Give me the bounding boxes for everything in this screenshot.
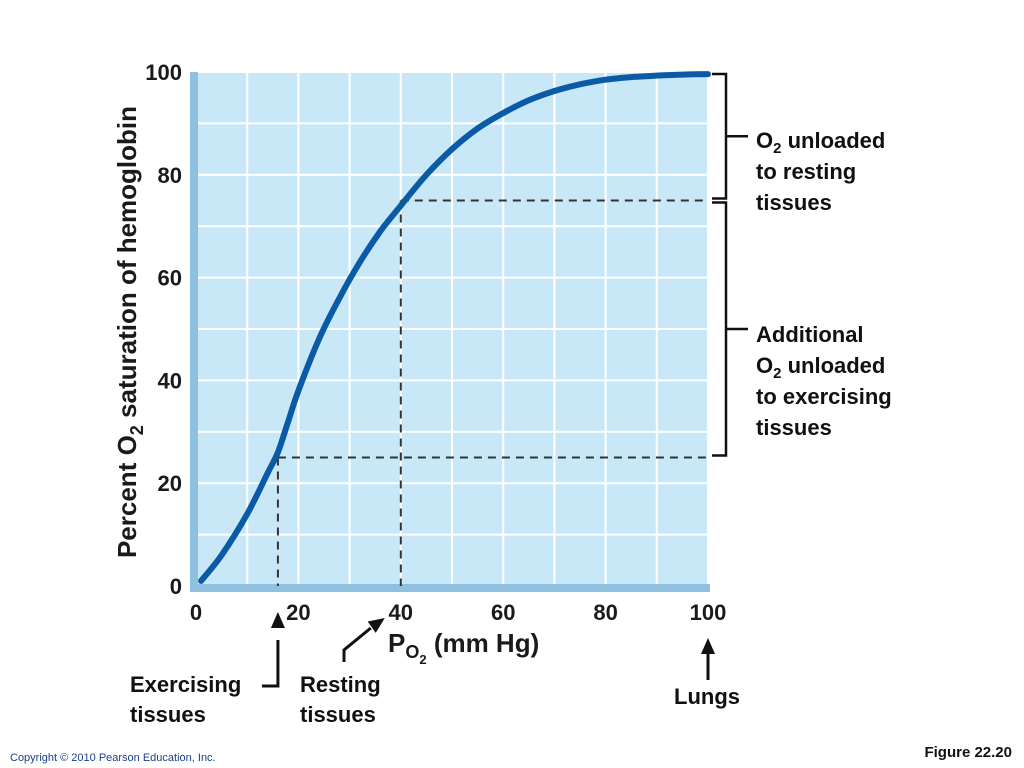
x-tick-label: 60: [491, 600, 515, 625]
x-tick-label: 20: [286, 600, 310, 625]
bracket-label-resting: O2 unloaded to resting tissues: [756, 128, 891, 215]
x-tick-label: 100: [690, 600, 727, 625]
y-tick-label: 20: [158, 471, 182, 496]
x-axis-title: PO2 (mm Hg): [388, 628, 539, 667]
y-axis-title: Percent O2 saturation of hemoglobin: [112, 106, 147, 558]
y-tick-label: 40: [158, 368, 182, 393]
bracket-1: [712, 201, 748, 457]
x-tick-label: 0: [190, 600, 202, 625]
pointer-label-resting: Resting tissues: [300, 672, 387, 727]
bracket-0: [712, 72, 748, 200]
pointer-lungs-arrowhead: [701, 638, 715, 654]
y-tick-label: 100: [145, 60, 182, 85]
pointer-exercising-line: [261, 640, 280, 688]
y-tick-label: 60: [158, 266, 182, 291]
brackets: [712, 72, 748, 457]
pointer-label-lungs: Lungs: [674, 684, 740, 709]
grid: [196, 71, 709, 586]
y-tick-label: 0: [170, 574, 182, 599]
curve-layer: [198, 71, 711, 584]
figure-label: Figure 22.20: [924, 744, 1012, 761]
pointers: [261, 612, 715, 688]
pointer-label-exercising: Exercising tissues: [130, 672, 247, 727]
x-axis-bar: [190, 584, 710, 592]
tick-labels: 0 20 40 60 80 100 0 20 40 60 80 100: [145, 60, 726, 625]
pointer-resting-line: [342, 626, 372, 662]
y-tick-label: 80: [158, 163, 182, 188]
reference-lines: [276, 199, 708, 586]
copyright-text: Copyright © 2010 Pearson Education, Inc.: [10, 752, 216, 764]
bracket-label-exercising: Additional O2 unloaded to exercising tis…: [756, 322, 898, 440]
curve-series-0: [198, 71, 711, 584]
axes: [190, 72, 710, 592]
x-tick-label: 80: [593, 600, 617, 625]
pointer-exercising-arrowhead: [270, 612, 285, 628]
pointer-resting-arrowhead: [367, 618, 385, 633]
x-tick-label: 40: [389, 600, 413, 625]
y-axis-bar: [190, 72, 198, 592]
